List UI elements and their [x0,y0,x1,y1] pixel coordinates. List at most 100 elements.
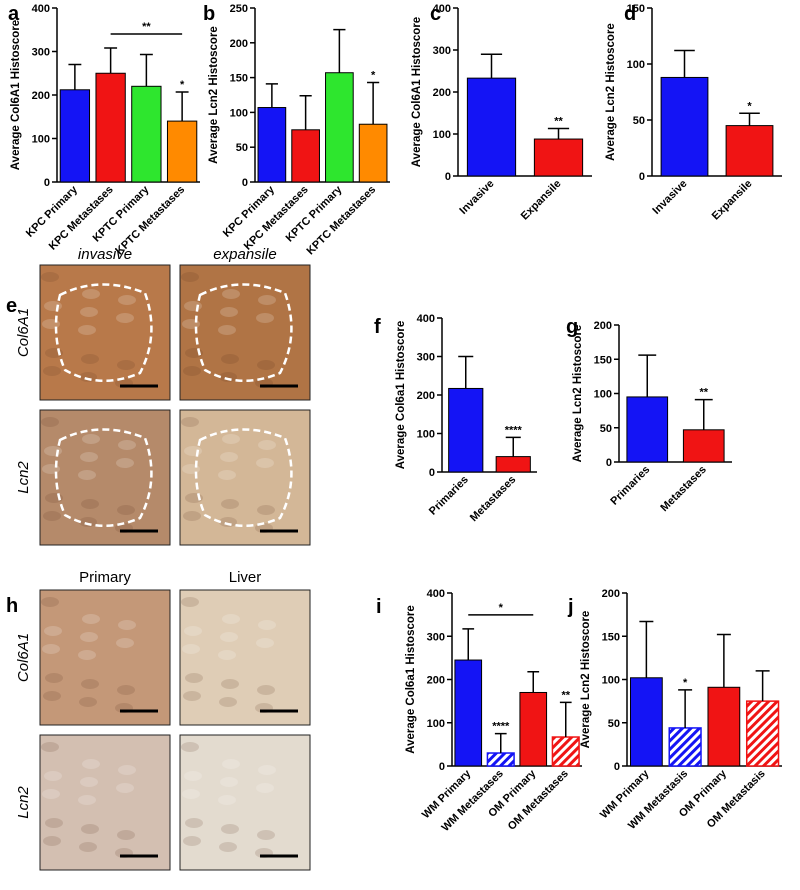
tissue-texture [182,789,200,799]
tissue-texture [117,830,135,840]
row-label: Lcn2 [15,461,32,494]
tissue-texture [45,673,63,683]
bar [707,686,741,767]
bar [454,659,483,767]
bar [533,138,584,177]
tissue-texture [181,417,199,427]
y-tick-label: 50 [600,423,612,435]
tissue-texture [82,614,100,624]
column-header: expansile [213,246,276,263]
y-tick-label: 0 [439,761,445,773]
panel-label: e [6,295,17,317]
tissue-texture [116,638,134,648]
tissue-texture [256,313,274,323]
tissue-texture [222,289,240,299]
tissue-texture [181,742,199,752]
error-bar [547,127,570,140]
y-tick-label: 400 [417,313,435,325]
y-axis-label: Average Col6A1 Histoscore [411,17,423,167]
micrograph [39,409,171,546]
micrograph [39,264,171,401]
tissue-texture [44,626,62,636]
tissue-texture [222,614,240,624]
x-tick-label: KPC Metastases [47,184,116,253]
significance-label: ** [699,387,708,399]
tissue-texture [184,301,202,311]
bar [166,120,198,183]
tissue-texture [82,759,100,769]
y-tick-label: 200 [230,38,248,50]
significance-label: **** [505,424,523,436]
y-tick-label: 200 [433,87,451,99]
tissue-texture [256,783,274,793]
tissue-texture [79,697,97,707]
bar [95,72,126,183]
error-bar [505,436,521,457]
tissue-texture [41,742,59,752]
tissue-texture [81,679,99,689]
panel-label: i [376,596,382,618]
y-tick-label: 150 [627,3,645,15]
micrograph [39,589,171,726]
tissue-texture [80,307,98,317]
error-bar [104,47,118,74]
error-bar [755,670,770,702]
bar [257,107,287,183]
y-tick-label: 100 [594,389,612,401]
bar [660,76,709,177]
error-bar [265,83,278,108]
panel-label: a [8,3,20,25]
error-bar [716,633,731,688]
tissue-texture [258,440,276,450]
y-axis-label: Average Lcn2 Histoscore [572,325,584,463]
y-tick-label: 50 [236,142,248,154]
y-tick-label: 200 [602,588,620,600]
y-tick-label: 400 [433,3,451,15]
error-bar [527,670,540,693]
bar [466,77,517,177]
y-tick-label: 200 [594,320,612,332]
bar [682,429,725,463]
tissue-texture [81,824,99,834]
significance-label: * [499,602,504,614]
region-outline [194,428,293,528]
tissue-texture [118,295,136,305]
significance-label: * [180,79,185,91]
tissue-texture [43,836,61,846]
tissue-texture [116,458,134,468]
tissue-texture [222,434,240,444]
tissue-texture [41,417,59,427]
y-tick-label: 100 [433,129,451,141]
tissue-texture [221,354,239,364]
tissue-texture [220,452,238,462]
x-tick-label: Expansile [519,178,564,223]
tissue-texture [41,272,59,282]
significance-label: * [747,100,752,112]
tissue-texture [219,517,237,527]
y-tick-label: 0 [44,177,50,189]
tissue-texture [257,685,275,695]
region-outline [194,283,293,383]
y-tick-label: 100 [417,429,435,441]
tissue-texture [258,295,276,305]
tissue-texture [218,650,236,660]
tissue-texture [44,446,62,456]
tissue-texture [220,307,238,317]
error-bar [458,355,474,389]
error-bar [674,49,695,78]
tissue-texture [219,697,237,707]
y-tick-label: 100 [427,718,445,730]
y-axis-label: Average Col6a1 Histoscore [405,605,417,754]
tissue-texture [183,366,201,376]
micrograph [39,734,171,871]
tissue-texture [41,597,59,607]
error-bar [462,628,475,661]
panel-label: j [567,596,574,618]
bar [745,700,780,767]
tissue-texture [117,505,135,515]
x-tick-label: Primaries [608,464,652,508]
tissue-texture [221,499,239,509]
tissue-texture [184,626,202,636]
bar [519,691,548,767]
column-header: Liver [229,569,262,586]
